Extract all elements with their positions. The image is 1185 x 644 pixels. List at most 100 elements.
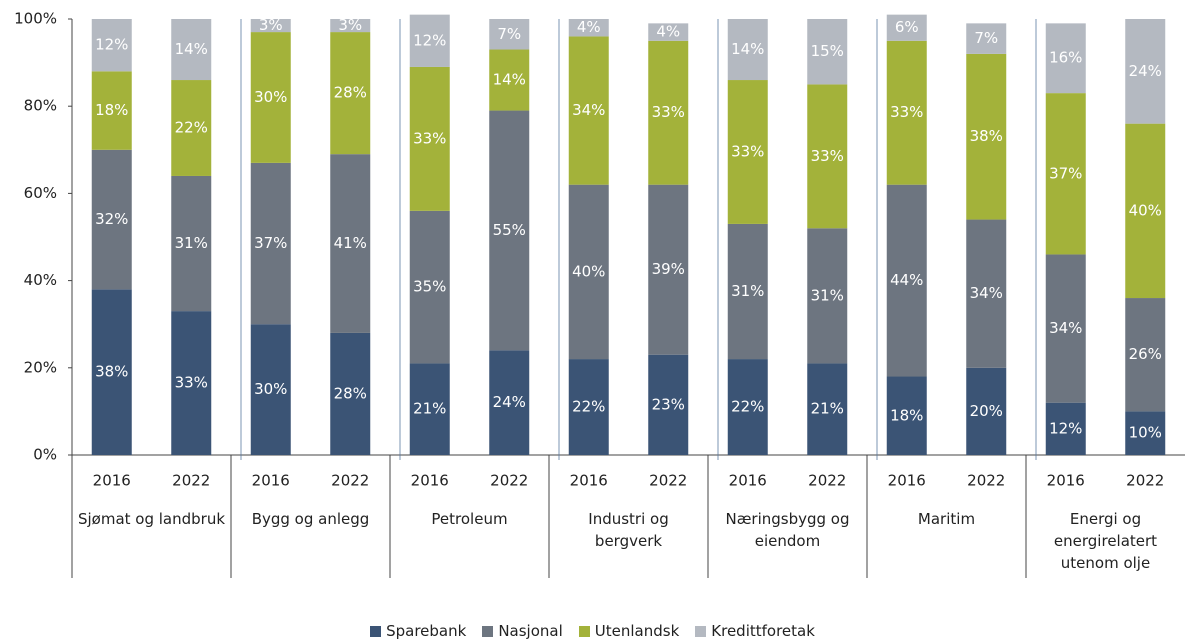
y-tick-label: 40% <box>24 271 57 289</box>
y-tick-label: 20% <box>24 358 57 376</box>
data-label: 33% <box>652 103 685 121</box>
bar-segment <box>1125 123 1166 299</box>
x-tick-label: 2016 <box>93 472 131 490</box>
data-label: 12% <box>95 36 128 54</box>
bar-segment <box>1125 298 1166 412</box>
x-tick-label: 2022 <box>1126 472 1164 490</box>
x-tick-label: 2016 <box>570 472 608 490</box>
group-label: Næringsbygg og eiendom <box>725 510 850 550</box>
bar-segment <box>489 49 530 111</box>
data-label: 4% <box>577 18 601 36</box>
legend-label: Utenlandsk <box>594 622 680 640</box>
bar-segment <box>250 162 291 325</box>
data-label: 35% <box>413 278 446 296</box>
legend-label: Nasjonal <box>498 622 563 640</box>
legend-item: Utenlandsk <box>578 622 680 640</box>
data-label: 3% <box>259 16 283 34</box>
data-label: 6% <box>895 18 919 36</box>
legend-swatch <box>370 625 382 637</box>
data-label: 31% <box>811 286 844 304</box>
data-label: 38% <box>95 363 128 381</box>
bar-segment <box>250 324 291 455</box>
y-tick-label: 0% <box>33 446 57 464</box>
bar-segment <box>330 154 371 333</box>
bar-segment <box>886 14 927 41</box>
data-label: 33% <box>890 103 923 121</box>
bar-segment <box>409 363 450 455</box>
data-label: 18% <box>95 101 128 119</box>
bar-segment <box>568 36 609 185</box>
x-tick-label: 2022 <box>172 472 210 490</box>
legend-swatch <box>695 625 707 637</box>
data-label: 10% <box>1129 424 1162 442</box>
bar-segment <box>966 23 1007 54</box>
bar-segment <box>409 14 450 67</box>
legend-swatch <box>482 625 494 637</box>
data-label: 37% <box>254 234 287 252</box>
bar-segment <box>727 80 768 224</box>
bar-segment <box>1045 254 1086 403</box>
bar-segment <box>489 19 530 50</box>
data-label: 33% <box>811 147 844 165</box>
bar-segment <box>409 210 450 364</box>
bar-segment <box>1045 23 1086 94</box>
bar-segment <box>807 19 848 85</box>
x-tick-label: 2016 <box>1047 472 1085 490</box>
bar-segment <box>807 228 848 364</box>
data-label: 21% <box>811 400 844 418</box>
data-label: 26% <box>1129 345 1162 363</box>
data-label: 39% <box>652 260 685 278</box>
bar-segment <box>727 223 768 360</box>
data-label: 32% <box>95 210 128 228</box>
x-tick-label: 2016 <box>252 472 290 490</box>
bar-segment <box>648 184 689 355</box>
bar-segment <box>966 367 1007 455</box>
data-label: 12% <box>413 31 446 49</box>
data-label: 30% <box>254 88 287 106</box>
bar-segment <box>330 19 371 33</box>
data-label: 15% <box>811 42 844 60</box>
x-tick-label: 2022 <box>967 472 1005 490</box>
legend-item: Sparebank <box>370 622 466 640</box>
data-label: 34% <box>970 284 1003 302</box>
y-tick-label: 80% <box>24 97 57 115</box>
data-label: 38% <box>970 127 1003 145</box>
bar-segment <box>171 311 212 455</box>
data-label: 41% <box>334 234 367 252</box>
bar-segment <box>568 19 609 37</box>
bar-segment <box>91 289 132 455</box>
group-label: Sjømat og landbruk <box>77 510 226 528</box>
x-tick-label: 2022 <box>490 472 528 490</box>
data-label: 22% <box>731 398 764 416</box>
data-label: 28% <box>334 84 367 102</box>
bar-segment <box>648 23 689 41</box>
bar-segment <box>727 359 768 455</box>
data-label: 34% <box>572 101 605 119</box>
data-label: 37% <box>1049 164 1082 182</box>
y-tick-label: 60% <box>24 184 57 202</box>
bar-segment <box>250 19 291 33</box>
bar-segment <box>330 32 371 155</box>
bar-segment <box>1045 93 1086 255</box>
legend: Sparebank Nasjonal Utenlandsk Kredittforeta… <box>0 622 1185 640</box>
bar-segment <box>171 175 212 312</box>
bar-segment <box>807 363 848 455</box>
bar-segment <box>91 71 132 150</box>
bar-segment <box>330 332 371 455</box>
data-label: 23% <box>652 395 685 413</box>
data-label: 31% <box>175 234 208 252</box>
bar-segment <box>489 350 530 455</box>
legend-label: Sparebank <box>386 622 467 640</box>
bar-segment <box>171 80 212 176</box>
data-label: 34% <box>1049 319 1082 337</box>
group-label: Petroleum <box>431 510 508 528</box>
data-label: 40% <box>1129 201 1162 219</box>
x-tick-label: 2022 <box>649 472 687 490</box>
data-label: 30% <box>254 380 287 398</box>
group-label: Industri og bergverk <box>588 510 669 550</box>
data-label: 22% <box>175 119 208 137</box>
data-label: 4% <box>656 23 680 41</box>
data-label: 14% <box>175 40 208 58</box>
bar-segment <box>489 110 530 351</box>
